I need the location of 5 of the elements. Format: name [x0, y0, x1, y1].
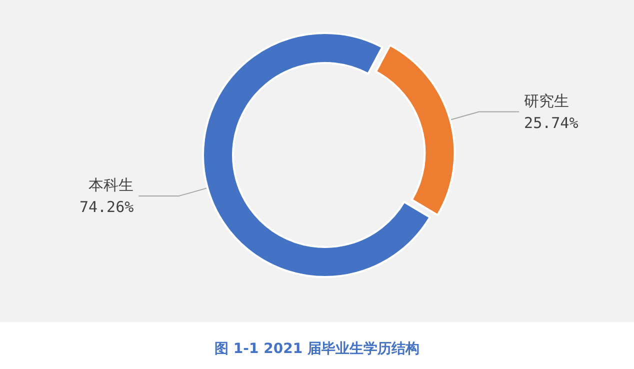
- slice-label: 研究生: [524, 92, 570, 110]
- data-label: 25.74%: [524, 114, 578, 132]
- data-label: 74.26%: [79, 198, 134, 216]
- text: 图 1-1 2021 届毕业生学历结构: [214, 341, 420, 357]
- slice-label: 本科生: [88, 176, 134, 194]
